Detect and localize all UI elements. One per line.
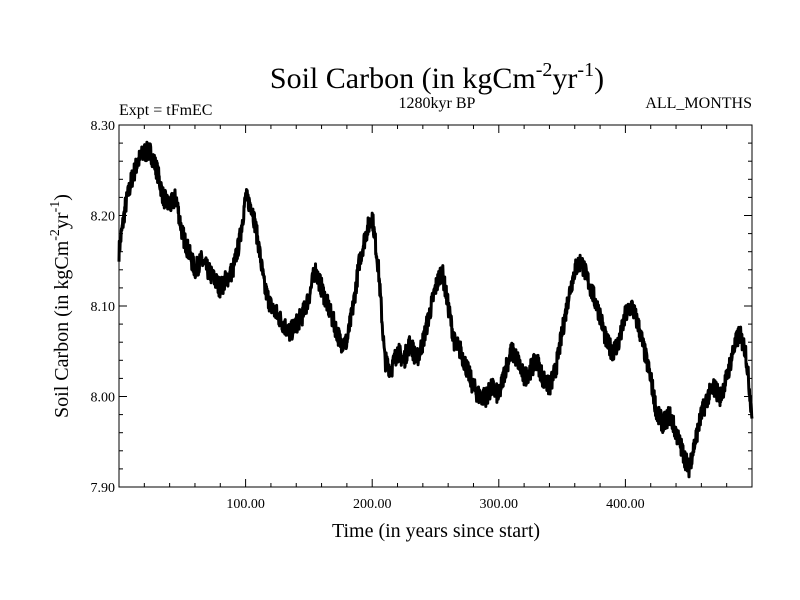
x-tick-label: 100.00: [226, 497, 265, 512]
chart-subtitle: 1280kyr BP: [399, 95, 476, 112]
x-tick-label: 300.00: [480, 497, 519, 512]
y-tick-label: 7.90: [91, 481, 116, 496]
x-axis-label: Time (in years since start): [332, 520, 540, 542]
chart-title: Soil Carbon (in kgCm-2yr-1): [270, 59, 604, 95]
season-label: ALL_MONTHS: [645, 95, 752, 112]
x-axis: 100.00 200.00 300.00 400.00: [143, 125, 728, 512]
x-tick-label: 400.00: [606, 497, 645, 512]
expt-label: Expt = tFmEC: [119, 102, 212, 119]
series-line-soil-carbon: [117, 140, 754, 479]
y-axis: 7.90 8.00 8.10 8.20 8.30: [91, 119, 752, 496]
y-tick-label: 8.10: [91, 300, 116, 315]
x-tick-label: 200.00: [353, 497, 392, 512]
y-axis-label: Soil Carbon (in kgCm-2yr-1): [48, 194, 73, 418]
y-tick-label: 8.30: [91, 119, 116, 134]
y-tick-label: 8.00: [91, 391, 116, 406]
y-tick-label: 8.20: [91, 210, 116, 225]
plot-frame: [118, 124, 753, 488]
